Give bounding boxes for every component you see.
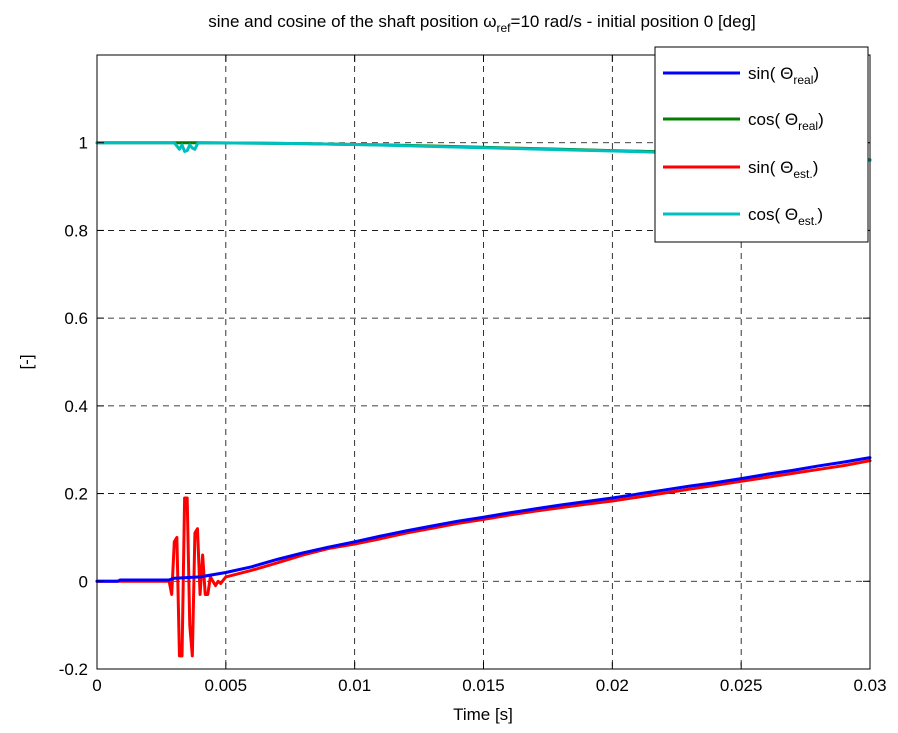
y-tick-label: 0.6 — [64, 309, 88, 328]
legend-box — [654, 46, 869, 243]
title-after: =10 rad/s - initial position 0 [deg] — [511, 12, 756, 31]
legend-label-sin-est: sin( Θest.) — [748, 158, 818, 181]
x-tick-label: 0.03 — [853, 676, 886, 695]
series-line-sin-est — [95, 459, 872, 658]
legend-label-cos-real: cos( Θreal) — [748, 110, 824, 133]
x-axis-label: Time [s] — [453, 705, 513, 724]
ticks — [96, 55, 871, 670]
y-axis-label: [-] — [17, 354, 36, 369]
series-line-sin-real — [95, 456, 872, 583]
title-subscript: ref — [497, 21, 512, 35]
title-before: sine and cosine of the shaft position — [208, 12, 483, 31]
y-tick-label: 0.2 — [64, 485, 88, 504]
x-tick-label: 0 — [92, 676, 101, 695]
legend: sin( Θreal) cos( Θreal) sin( Θest.) cos( Θe… — [654, 46, 869, 243]
y-tick-label: 0.8 — [64, 221, 88, 240]
y-tick-label: 0 — [79, 572, 88, 591]
chart-title: sine and cosine of the shaft position ωr… — [208, 12, 756, 35]
x-tick-label: 0.025 — [720, 676, 763, 695]
x-tick-label: 0.01 — [338, 676, 371, 695]
legend-label-sin-real: sin( Θreal) — [748, 64, 819, 87]
grid — [97, 55, 870, 669]
y-tick-label: 0.4 — [64, 397, 88, 416]
y-tick-label: 1 — [79, 134, 88, 153]
legend-label-cos-est: cos( Θest.) — [748, 205, 823, 228]
y-tick-label: -0.2 — [59, 660, 88, 679]
title-omega-symbol: ω — [483, 12, 496, 31]
x-tick-label: 0.015 — [462, 676, 505, 695]
x-tick-label: 0.02 — [596, 676, 629, 695]
x-tick-label: 0.005 — [205, 676, 248, 695]
tick-labels: 0 0.005 0.01 0.015 0.02 0.025 0.03-0.200.20.40… — [59, 134, 887, 695]
